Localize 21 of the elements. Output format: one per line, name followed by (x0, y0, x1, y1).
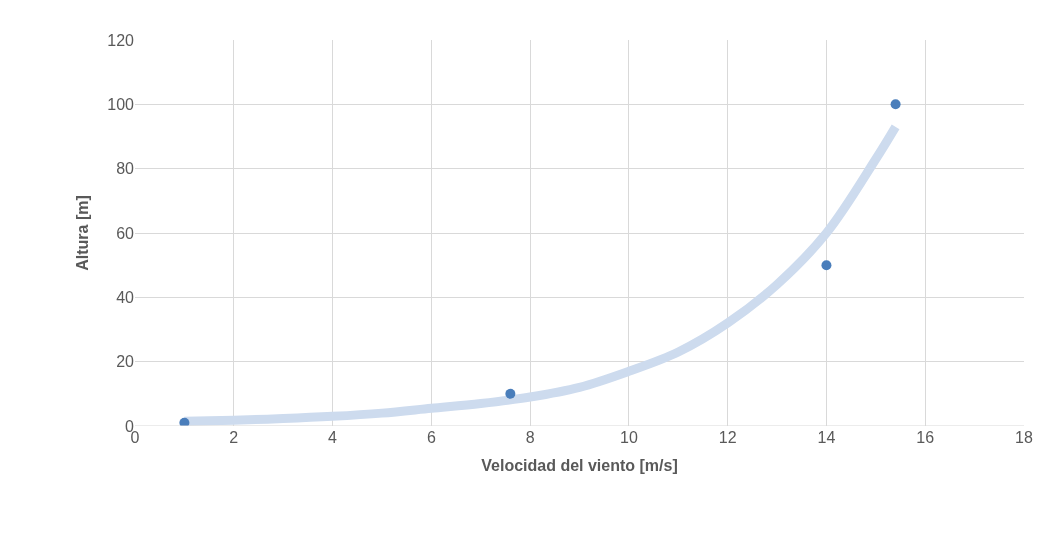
x-tick-label: 14 (817, 429, 836, 446)
y-tick-label: 120 (107, 31, 135, 49)
point (890, 99, 901, 110)
x-tick-label: 16 (916, 429, 935, 446)
point (505, 388, 516, 399)
x-tick-label: 8 (525, 429, 535, 446)
x-tick-label: 2 (229, 429, 239, 446)
y-tick-label: 40 (116, 288, 135, 306)
point (179, 417, 190, 426)
y-tick-label: 80 (116, 160, 135, 178)
x-tick-label: 10 (619, 429, 638, 446)
y-tick-label: 60 (116, 224, 135, 242)
x-tick-label: 4 (328, 429, 338, 446)
point (821, 260, 832, 271)
x-tick-label: 12 (718, 429, 737, 446)
y-tick-label: 20 (116, 353, 135, 371)
x-tick-label: 18 (1015, 429, 1033, 446)
y-tick-label: 100 (107, 95, 135, 113)
y-axis-title: Altura [m] (74, 195, 92, 271)
x-axis-title: Velocidad del viento [m/s] (481, 456, 678, 474)
x-tick-label: 6 (426, 429, 436, 446)
